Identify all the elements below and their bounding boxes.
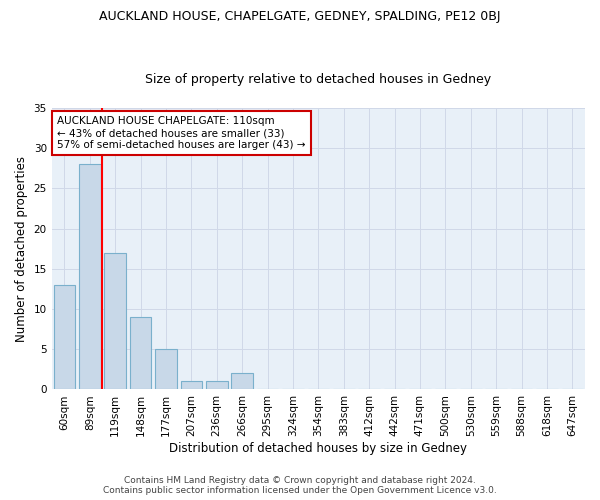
Bar — [181, 382, 202, 390]
Title: Size of property relative to detached houses in Gedney: Size of property relative to detached ho… — [145, 73, 491, 86]
Text: AUCKLAND HOUSE, CHAPELGATE, GEDNEY, SPALDING, PE12 0BJ: AUCKLAND HOUSE, CHAPELGATE, GEDNEY, SPAL… — [99, 10, 501, 23]
X-axis label: Distribution of detached houses by size in Gedney: Distribution of detached houses by size … — [169, 442, 467, 455]
Bar — [206, 382, 227, 390]
Text: AUCKLAND HOUSE CHAPELGATE: 110sqm
← 43% of detached houses are smaller (33)
57% : AUCKLAND HOUSE CHAPELGATE: 110sqm ← 43% … — [57, 116, 305, 150]
Y-axis label: Number of detached properties: Number of detached properties — [15, 156, 28, 342]
Bar — [155, 349, 177, 390]
Bar — [130, 317, 151, 390]
Bar — [232, 374, 253, 390]
Text: Contains HM Land Registry data © Crown copyright and database right 2024.
Contai: Contains HM Land Registry data © Crown c… — [103, 476, 497, 495]
Bar — [79, 164, 101, 390]
Bar — [104, 253, 126, 390]
Bar — [53, 285, 75, 390]
